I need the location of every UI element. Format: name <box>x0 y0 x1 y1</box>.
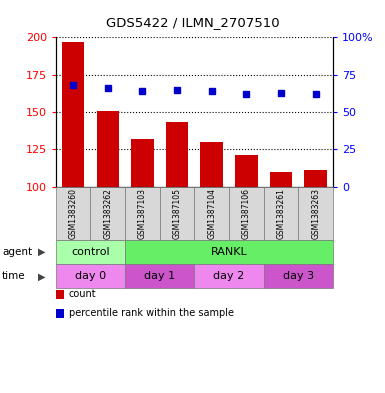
Text: GSM1387105: GSM1387105 <box>172 188 182 239</box>
Text: GSM1387106: GSM1387106 <box>242 188 251 239</box>
Text: agent: agent <box>2 247 32 257</box>
Text: GSM1387103: GSM1387103 <box>138 188 147 239</box>
Text: time: time <box>2 271 25 281</box>
Bar <box>305 170 327 187</box>
Bar <box>97 110 119 187</box>
Text: GSM1383262: GSM1383262 <box>103 188 112 239</box>
Text: day 3: day 3 <box>283 271 314 281</box>
Bar <box>166 123 188 187</box>
Text: count: count <box>69 289 97 299</box>
Text: day 1: day 1 <box>144 271 175 281</box>
Bar <box>62 42 84 187</box>
Text: control: control <box>71 247 110 257</box>
Text: ▶: ▶ <box>38 247 45 257</box>
Bar <box>131 139 154 187</box>
Text: ▶: ▶ <box>38 271 45 281</box>
Text: RANKL: RANKL <box>211 247 248 257</box>
Text: GSM1387104: GSM1387104 <box>207 188 216 239</box>
Bar <box>270 172 292 187</box>
Text: GDS5422 / ILMN_2707510: GDS5422 / ILMN_2707510 <box>106 16 279 29</box>
Bar <box>201 142 223 187</box>
Bar <box>235 155 258 187</box>
Text: GSM1383261: GSM1383261 <box>276 188 286 239</box>
Text: day 0: day 0 <box>75 271 106 281</box>
Text: day 2: day 2 <box>213 271 245 281</box>
Text: GSM1383263: GSM1383263 <box>311 188 320 239</box>
Text: percentile rank within the sample: percentile rank within the sample <box>69 308 234 318</box>
Text: GSM1383260: GSM1383260 <box>69 188 78 239</box>
